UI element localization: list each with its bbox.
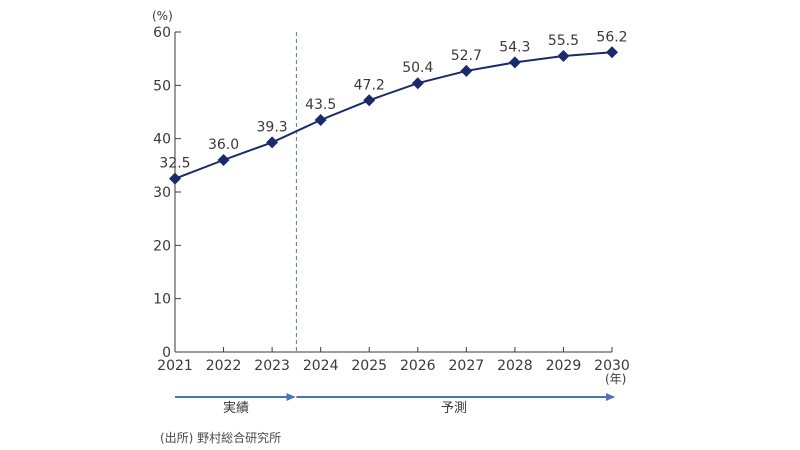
data-label: 55.5 — [548, 33, 579, 49]
y-tick-label: 10 — [153, 292, 171, 308]
data-label: 36.0 — [208, 137, 239, 153]
data-label: 39.3 — [257, 119, 288, 135]
x-tick-label: 2025 — [351, 358, 387, 374]
data-point — [557, 50, 570, 62]
data-point — [460, 64, 473, 77]
x-unit-label: (年) — [605, 372, 626, 386]
source-note: (出所) 野村総合研究所 — [160, 430, 281, 445]
data-label: 47.2 — [354, 77, 385, 93]
data-label: 50.4 — [402, 60, 433, 76]
data-label: 43.5 — [305, 97, 336, 113]
data-point — [314, 114, 327, 126]
period-actual-label: 実績 — [223, 400, 249, 416]
y-tick-label: 0 — [162, 345, 171, 361]
data-point — [363, 94, 376, 107]
data-point — [411, 77, 424, 90]
x-tick-label: 2029 — [546, 358, 582, 374]
x-tick-label: 2030 — [594, 358, 630, 374]
data-label: 52.7 — [451, 48, 482, 64]
data-point — [508, 56, 521, 69]
data-point — [266, 136, 279, 149]
data-label: 32.5 — [159, 156, 190, 172]
x-tick-label: 2024 — [303, 358, 339, 374]
series-layer: 32.5 36.0 39.3 43.5 47.2 50.4 52.7 54.3 55.5 56.2 — [159, 29, 628, 185]
x-tick-label: 2023 — [254, 358, 290, 374]
y-tick-label: 30 — [153, 185, 171, 201]
y-tick-label: 40 — [153, 132, 171, 148]
y-tick-label: 20 — [153, 238, 171, 254]
x-tick-label: 2022 — [206, 358, 242, 374]
x-tick-label: 2026 — [400, 358, 436, 374]
data-point — [169, 172, 181, 185]
data-point — [217, 154, 230, 166]
y-tick-label: 50 — [153, 78, 171, 94]
x-tick-label: 2028 — [497, 358, 533, 374]
x-tick-label: 2021 — [157, 358, 193, 374]
x-tick-label: 2027 — [449, 358, 485, 374]
period-forecast-label: 予測 — [441, 401, 467, 416]
series-line — [174, 51, 613, 180]
data-point — [606, 46, 618, 59]
data-label: 54.3 — [499, 39, 530, 55]
y-unit-label: (%) — [152, 9, 173, 23]
data-label: 56.2 — [596, 29, 627, 45]
y-tick-label: 60 — [153, 25, 171, 41]
